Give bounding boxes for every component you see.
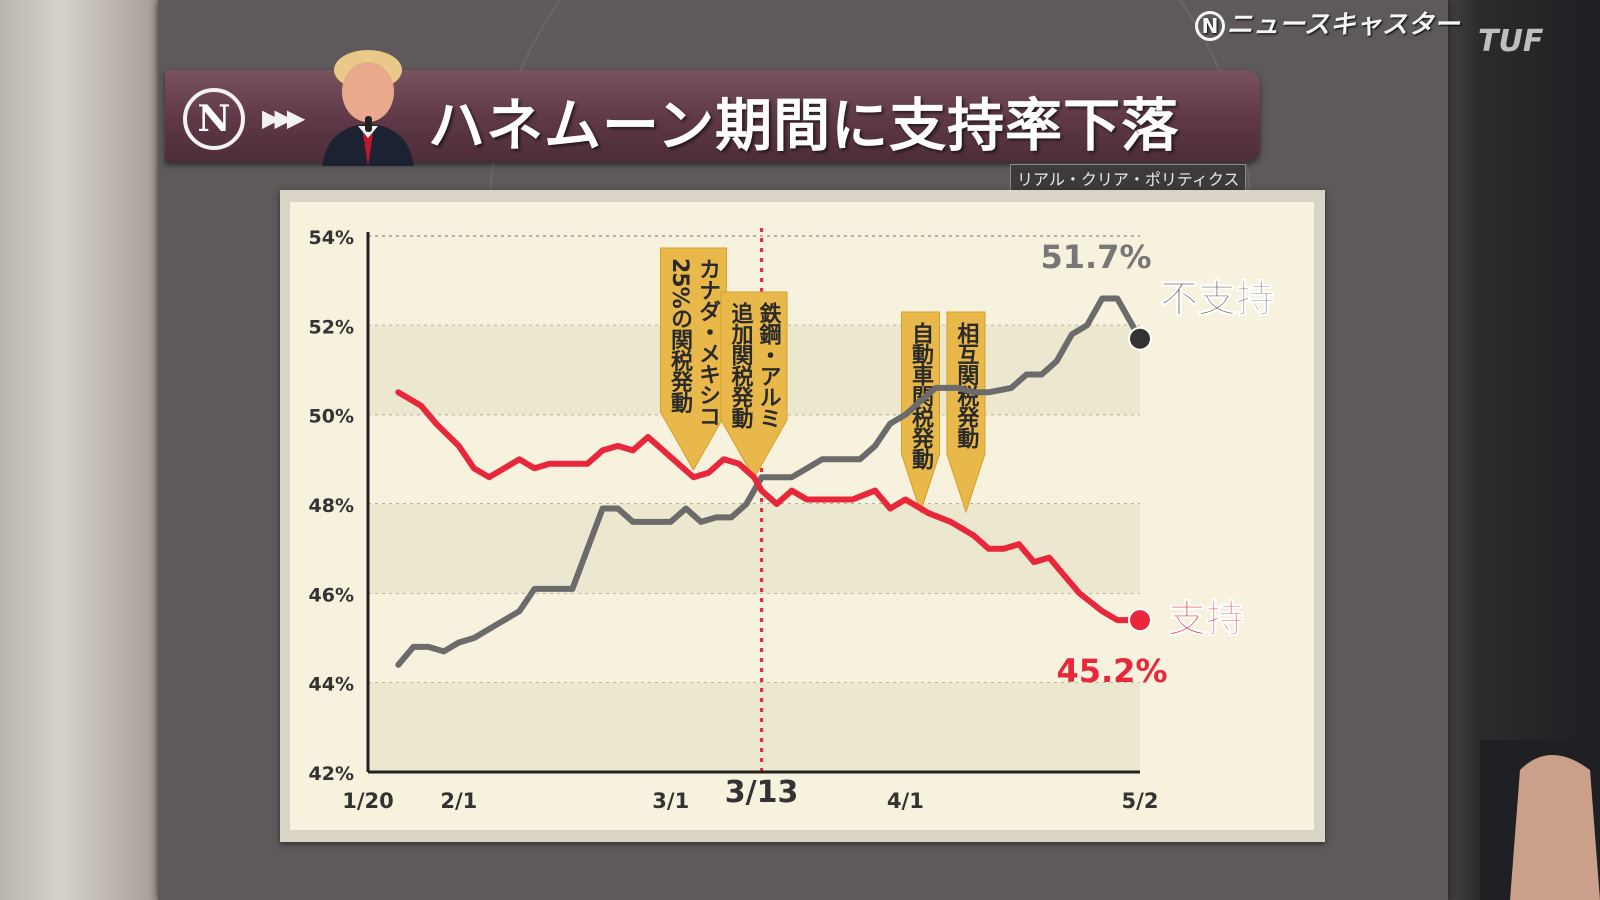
x-tick-label: 5/2 [1122, 789, 1159, 813]
annotation-box [946, 311, 986, 514]
series-name-label: 不支持 [1160, 277, 1274, 321]
y-tick-label: 54% [309, 227, 354, 249]
series-end-value: 51.7% [1040, 238, 1151, 276]
annotation-box [659, 247, 727, 472]
series-name-label: 支持 [1168, 597, 1244, 641]
x-tick-label: 1/20 [342, 789, 394, 813]
x-tick-label: 3/1 [652, 789, 689, 813]
annotation-text: 追加関税発動 [728, 301, 755, 430]
program-name: ニュースキャスター [1227, 10, 1460, 40]
annotation-text: 自動車関税発動 [908, 321, 935, 471]
y-tick-label: 48% [309, 495, 354, 517]
source-label: リアル・クリア・ポリティクス [1010, 164, 1247, 192]
y-tick-label: 52% [309, 316, 354, 338]
annotation-text: カナダ・メキシコ [695, 258, 720, 426]
arrows-icon: ▶▶▶ [262, 104, 305, 132]
y-tick-label: 46% [309, 584, 354, 606]
speaker-portrait [322, 50, 414, 166]
series-end-dot [1128, 326, 1152, 351]
y-tick-label: 50% [309, 406, 354, 428]
program-logo-mark: N [1195, 10, 1225, 41]
y-tick-label: 44% [309, 674, 354, 696]
x-tick-label: 2/1 [440, 789, 477, 813]
y-tick-label: 42% [309, 763, 354, 785]
x-tick-label: 3/13 [725, 775, 799, 810]
annotation-text: 鉄鋼・アルミ [756, 301, 783, 428]
series-end-value: 45.2% [1056, 652, 1167, 690]
page-title: ハネムーン期間に支持率下落 [428, 93, 1180, 159]
annotation-text: 25%の関税発動 [667, 258, 694, 415]
grid-band [368, 682, 1140, 772]
program-logo: N ニュースキャスター [1195, 4, 1460, 41]
presenter-hand [1480, 740, 1600, 900]
channel-logo: TUF [1478, 24, 1544, 59]
series-end-dot [1128, 608, 1152, 633]
series-line [395, 295, 1143, 668]
n-logo-icon: N [183, 88, 245, 150]
annotation-box [720, 291, 788, 480]
x-tick-label: 4/1 [887, 789, 924, 813]
annotation-box [901, 311, 941, 514]
